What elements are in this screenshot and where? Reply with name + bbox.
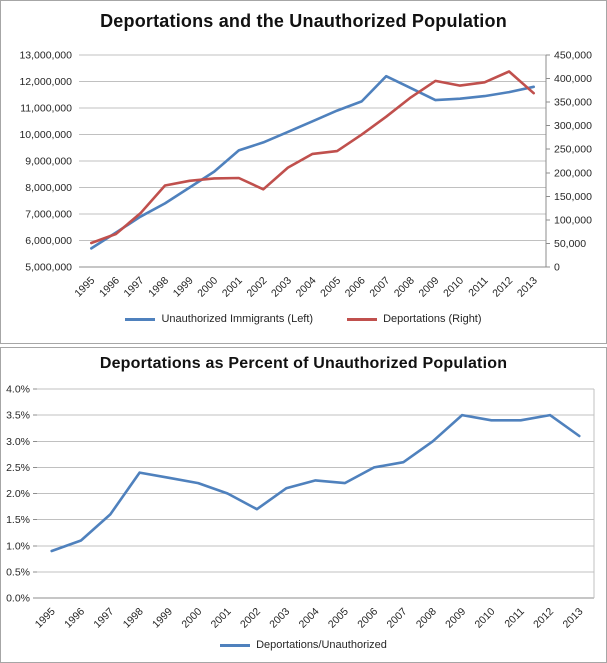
- bottom-chart-plot: 0.0% 0.5% 1.0% 1.5% 2.0% 2.5% 3.0% 3.5% 4.0% 1995…: [6, 384, 595, 631]
- right-axis-tick-label: 400,000: [554, 73, 592, 85]
- x-axis-tick-label: 2007: [367, 275, 392, 300]
- x-axis-tick-label: 2009: [443, 606, 468, 631]
- x-axis-tick-label: 2003: [267, 606, 292, 631]
- x-axis-tick-label: 2012: [531, 606, 556, 631]
- right-axis-tick-label: 50,000: [554, 238, 586, 250]
- x-axis-tick-label: 2006: [355, 606, 380, 631]
- left-axis-tick-label: 0.5%: [6, 566, 30, 578]
- x-axis-tick-label: 2009: [417, 275, 442, 300]
- x-axis-tick-label: 2003: [269, 275, 294, 300]
- ratio-line-swatch: [220, 643, 251, 647]
- top-chart-title: Deportations and the Unauthorized Popula…: [100, 11, 507, 31]
- x-axis-tick-label: 1998: [146, 275, 171, 300]
- x-axis-tick-label: 2010: [441, 275, 466, 300]
- legend-item-deportations: Deportations (Right): [347, 313, 482, 325]
- left-axis-tick-label: 10,000,000: [19, 129, 72, 141]
- legend-label-ratio: Deportations/Unauthorized: [256, 639, 387, 651]
- left-axis-tick-label: 7,000,000: [25, 209, 72, 221]
- x-axis-tick-label: 1998: [121, 606, 146, 631]
- left-axis-tick-label: 2.0%: [6, 488, 30, 500]
- x-axis-tick-label: 1996: [97, 275, 122, 300]
- x-axis-tick-label: 1997: [122, 275, 147, 300]
- left-axis-tick-label: 13,000,000: [19, 50, 72, 62]
- left-axis-tick-label: 1.5%: [6, 514, 30, 526]
- x-axis-tick-label: 2006: [343, 275, 368, 300]
- x-axis-tick-label: 2002: [244, 275, 269, 300]
- x-axis-tick-label: 2004: [294, 275, 319, 300]
- right-axis-tick-label: 450,000: [554, 50, 592, 62]
- x-axis-tick-label: 2011: [502, 606, 527, 631]
- x-axis-tick-label: 2013: [515, 275, 540, 300]
- x-axis-tick-label: 1999: [150, 606, 175, 631]
- right-axis-tick-label: 350,000: [554, 97, 592, 109]
- left-axis-tick-label: 5,000,000: [25, 262, 72, 274]
- series-line-1: [90, 70, 536, 245]
- left-axis-tick-label: 8,000,000: [25, 182, 72, 194]
- top-chart-panel: Deportations and the Unauthorized Popula…: [0, 0, 607, 344]
- x-axis-tick-label: 2010: [473, 606, 498, 631]
- x-axis-tick-label: 2002: [238, 606, 263, 631]
- x-axis-tick-label: 2008: [414, 606, 439, 631]
- x-axis-tick-label: 2007: [385, 606, 410, 631]
- x-axis-tick-label: 2011: [466, 275, 491, 300]
- series-line-0: [90, 74, 536, 250]
- series-line-0: [50, 413, 581, 553]
- left-axis-tick-label: 12,000,000: [19, 76, 72, 88]
- legend-item-ratio: Deportations/Unauthorized: [220, 639, 387, 651]
- right-axis-tick-label: 0: [554, 262, 560, 274]
- legend-item-unauthorized: Unauthorized Immigrants (Left): [125, 313, 313, 325]
- x-axis-tick-label: 1997: [91, 606, 116, 631]
- left-axis-tick-label: 4.0%: [6, 384, 30, 396]
- x-axis-tick-label: 2008: [392, 275, 417, 300]
- x-axis-tick-label: 2000: [179, 606, 204, 631]
- left-axis-tick-label: 3.5%: [6, 410, 30, 422]
- x-axis-tick-label: 2001: [220, 275, 245, 300]
- x-axis-tick-label: 1999: [171, 275, 196, 300]
- x-axis-tick-label: 1995: [72, 275, 97, 300]
- bottom-chart-legend: Deportations/Unauthorized: [1, 639, 606, 651]
- x-axis-tick-label: 2004: [297, 606, 322, 631]
- x-axis-tick-label: 2013: [560, 606, 585, 631]
- x-axis-tick-label: 1996: [62, 606, 87, 631]
- right-axis-tick-label: 300,000: [554, 120, 592, 132]
- x-axis-tick-label: 2005: [326, 606, 351, 631]
- left-axis-tick-label: 0.0%: [6, 593, 30, 605]
- unauthorized-line-swatch: [125, 317, 156, 321]
- left-axis-tick-label: 11,000,000: [20, 103, 72, 115]
- top-chart-plot: 5,000,000 6,000,000 7,000,000 8,000,000 9,00…: [19, 50, 592, 300]
- legend-label-deportations: Deportations (Right): [383, 313, 482, 325]
- right-axis-tick-label: 150,000: [554, 191, 592, 203]
- bottom-chart-title: Deportations as Percent of Unauthorized …: [99, 355, 508, 372]
- left-axis-tick-label: 2.5%: [6, 462, 30, 474]
- x-axis-tick-label: 2001: [209, 606, 234, 631]
- left-axis-tick-label: 1.0%: [6, 540, 30, 552]
- x-axis-tick-label: 2000: [195, 275, 220, 300]
- left-axis-tick-label: 3.0%: [6, 436, 30, 448]
- left-axis-tick-label: 9,000,000: [25, 156, 72, 168]
- x-axis-tick-label: 1995: [33, 606, 58, 631]
- left-axis-tick-label: 6,000,000: [25, 235, 72, 247]
- x-axis-tick-label: 2012: [490, 275, 515, 300]
- right-axis-tick-label: 100,000: [554, 214, 592, 226]
- legend-label-unauthorized: Unauthorized Immigrants (Left): [161, 313, 314, 325]
- top-chart-legend: Unauthorized Immigrants (Left) Deportati…: [1, 313, 606, 325]
- bottom-chart-panel: Deportations as Percent of Unauthorized …: [0, 347, 607, 663]
- right-axis-tick-label: 250,000: [554, 144, 592, 156]
- right-axis-tick-label: 200,000: [554, 167, 592, 179]
- deportations-line-swatch: [347, 317, 378, 321]
- x-axis-tick-label: 2005: [318, 275, 343, 300]
